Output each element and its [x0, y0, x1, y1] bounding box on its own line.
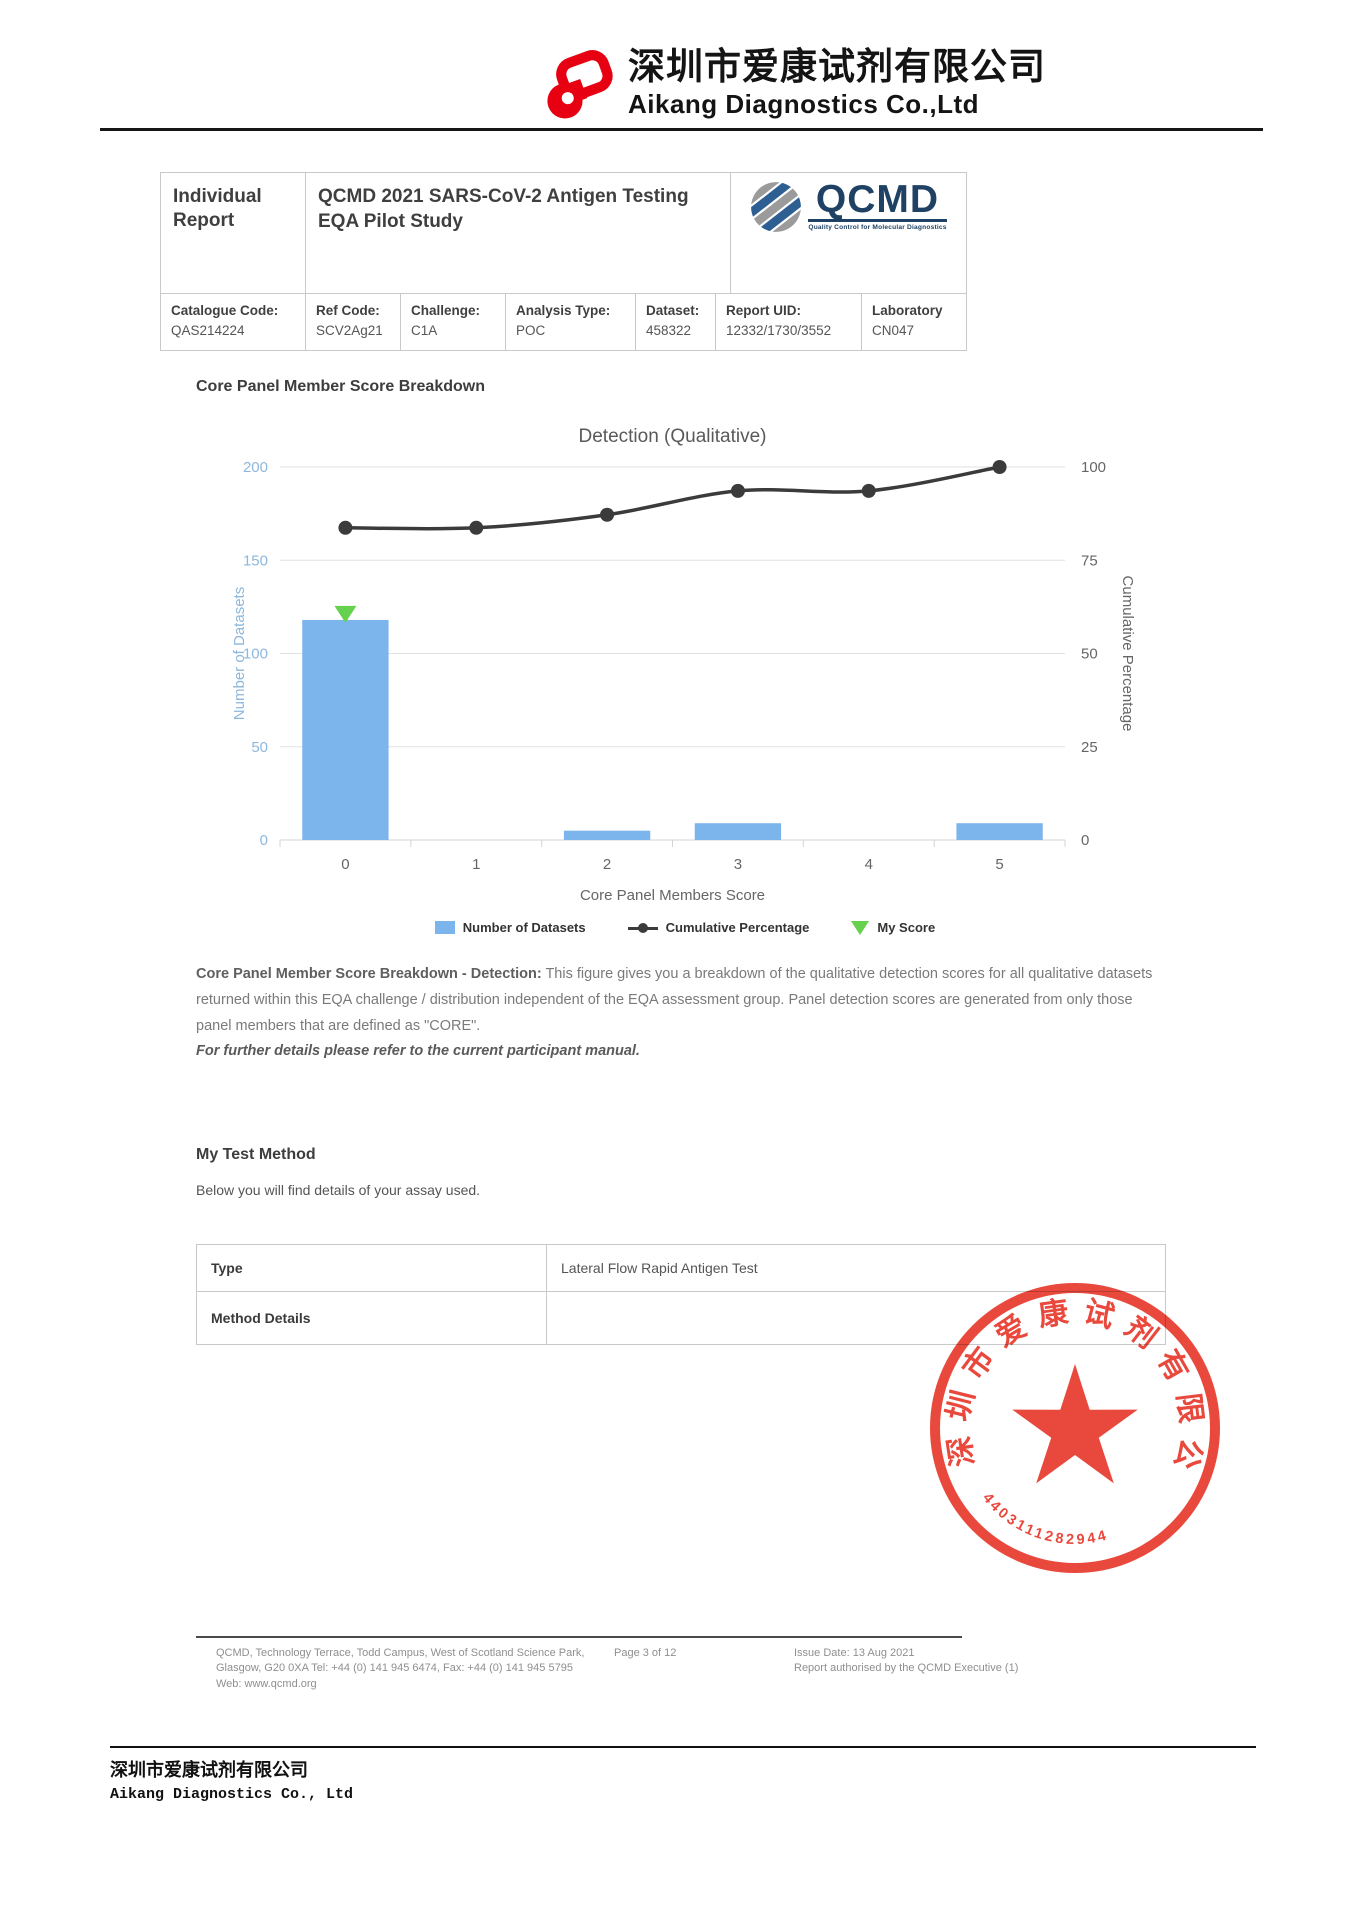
company-name-cn: 深圳市爱康试剂有限公司 — [628, 46, 1046, 87]
line-marker — [338, 520, 353, 535]
footer-authorised: Report authorised by the QCMD Executive … — [794, 1662, 1019, 1675]
x-axis-title: Core Panel Members Score — [580, 887, 765, 904]
left-axis-tick: 50 — [251, 739, 268, 756]
score-breakdown-chart: Detection (Qualitative) 0 50 100 150 200 0 25 50… — [230, 412, 1140, 912]
x-tick-label: 5 — [995, 856, 1003, 873]
qcmd-tagline: Quality Control for Molecular Diagnostic… — [808, 224, 947, 232]
study-title: QCMD 2021 SARS-CoV-2 Antigen Testing EQA… — [306, 173, 731, 293]
test-method-title: My Test Method — [196, 1146, 316, 1163]
footer-page-number: Page 3 of 12 — [614, 1647, 677, 1659]
legend-item-cumulative: Cumulative Percentage — [627, 920, 809, 935]
table-row: Type Lateral Flow Rapid Antigen Test — [197, 1245, 1165, 1292]
legend-item-my-score: My Score — [851, 920, 935, 935]
my-score-marker — [334, 605, 357, 623]
report-info-row: Catalogue Code: QAS214224 Ref Code: SCV2… — [161, 293, 966, 350]
x-tick-label: 1 — [472, 856, 480, 873]
bottom-company-cn: 深圳市爱康试剂有限公司 — [110, 1762, 308, 1782]
company-header: 深圳市爱康试剂有限公司 Aikang Diagnostics Co.,Ltd — [540, 46, 1046, 128]
bottom-company-en: Aikang Diagnostics Co., Ltd — [110, 1786, 354, 1803]
info-catalogue-code: Catalogue Code: QAS214224 — [161, 294, 306, 350]
legend-item-datasets: Number of Datasets — [434, 920, 586, 935]
test-method-subtitle: Below you will find details of your assa… — [196, 1182, 481, 1198]
info-laboratory: Laboratory CN047 — [872, 303, 943, 338]
x-tick-label: 3 — [734, 856, 742, 873]
right-axis-tick: 75 — [1081, 552, 1098, 569]
line-marker-icon — [627, 922, 658, 933]
footer-issue-date: Issue Date: 13 Aug 2021 — [794, 1647, 915, 1659]
info-report-uid: Report UID: 12332/1730/3552 — [716, 294, 862, 350]
left-axis-tick: 150 — [243, 552, 268, 569]
chart-caption: Core Panel Member Score Breakdown - Dete… — [196, 962, 1164, 1065]
report-type: Individual Report — [161, 173, 306, 293]
qcmd-globe-icon — [750, 181, 803, 233]
info-analysis-type: Analysis Type: POC — [506, 294, 636, 350]
caption-body: This figure gives you a breakdown of the… — [196, 966, 1153, 1034]
x-tick-label: 0 — [341, 856, 349, 873]
bar — [563, 830, 651, 840]
section-title: Core Panel Member Score Breakdown — [196, 378, 485, 395]
line-marker — [469, 520, 484, 535]
caption-lead: Core Panel Member Score Breakdown - Dete… — [196, 966, 542, 982]
chart-title: Detection (Qualitative) — [579, 426, 767, 447]
bar-swatch-icon — [434, 921, 455, 934]
report-header-row: Individual Report QCMD 2021 SARS-CoV-2 A… — [161, 173, 966, 293]
right-axis-tick: 100 — [1081, 459, 1106, 476]
chart-svg: Detection (Qualitative)05010015020002550… — [231, 426, 1136, 904]
line-marker — [600, 507, 615, 522]
bar — [302, 619, 389, 840]
footer-divider — [196, 1636, 962, 1638]
stamp-star-icon — [1012, 1364, 1138, 1484]
x-tick-label: 4 — [865, 856, 873, 873]
stamp-number: 4403111282944 — [979, 1490, 1108, 1548]
bar — [694, 823, 782, 840]
report-header-table: Individual Report QCMD 2021 SARS-CoV-2 A… — [160, 172, 967, 351]
info-ref-code: Ref Code: SCV2Ag21 — [306, 294, 401, 350]
line-marker — [861, 483, 876, 498]
x-tick-label: 2 — [603, 856, 611, 873]
triangle-marker-icon — [851, 920, 870, 935]
line-marker — [730, 483, 745, 498]
left-axis-tick: 0 — [260, 832, 268, 849]
line-marker — [992, 460, 1007, 474]
cumulative-line — [345, 465, 1000, 531]
company-name-en: Aikang Diagnostics Co.,Ltd — [628, 88, 980, 119]
table-row: Method Details — [197, 1292, 1165, 1344]
info-dataset: Dataset: 458322 — [636, 294, 716, 350]
right-axis-title: Cumulative Percentage — [1119, 576, 1136, 732]
aikang-logo-icon — [547, 50, 613, 119]
test-method-table: Type Lateral Flow Rapid Antigen Test Met… — [196, 1244, 1166, 1345]
svg-text:4403111282944: 4403111282944 — [979, 1490, 1111, 1548]
info-challenge: Challenge: C1A — [401, 294, 506, 350]
right-axis-tick: 25 — [1081, 739, 1098, 756]
qcmd-rule — [808, 219, 947, 223]
chart-legend: Number of Datasets Cumulative Percentage… — [230, 920, 1140, 935]
left-axis-tick: 100 — [243, 646, 268, 663]
footer-issue-info: Issue Date: 13 Aug 2021 Report authorise… — [794, 1646, 1074, 1677]
left-axis-title: Number of Datasets — [231, 587, 248, 720]
header-divider — [100, 128, 1263, 131]
bottom-divider — [110, 1746, 1256, 1748]
qcmd-acronym: QCMD — [815, 178, 940, 221]
qcmd-logo: QCMD Quality Control for Molecular Diagn… — [731, 173, 966, 293]
company-stamp: 深圳市爱康试剂有限公司 4403111282944 — [925, 1278, 1220, 1573]
right-axis-tick: 50 — [1081, 646, 1098, 663]
left-axis-tick: 200 — [243, 459, 268, 476]
right-axis-tick: 0 — [1081, 832, 1089, 849]
bar — [956, 823, 1043, 840]
caption-note: For further details please refer to the … — [196, 1043, 640, 1060]
footer-address: QCMD, Technology Terrace, Todd Campus, W… — [216, 1647, 585, 1690]
